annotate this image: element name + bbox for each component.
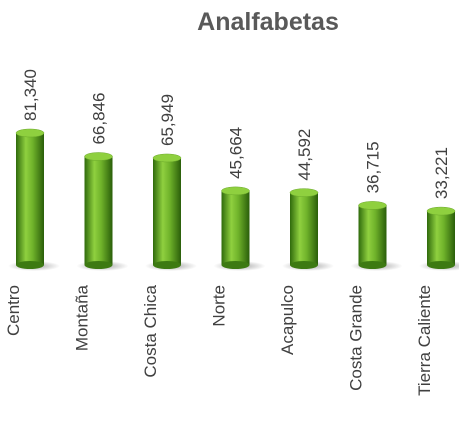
- bar: [84, 156, 113, 265]
- bar: [427, 211, 455, 265]
- value-label: 65,949: [158, 94, 177, 146]
- x-tick-label: Costa Grande: [347, 285, 366, 391]
- bar-base: [16, 261, 44, 269]
- x-tick-label: Acapulco: [278, 285, 297, 355]
- bar-base: [290, 261, 318, 269]
- value-label: 33,221: [432, 147, 451, 199]
- bar-top: [84, 152, 113, 161]
- bar-base: [153, 261, 181, 269]
- value-label: 81,340: [21, 69, 40, 121]
- bar-top: [426, 206, 456, 216]
- value-label: 36,715: [364, 141, 383, 193]
- bar-top: [221, 186, 250, 196]
- value-label: 45,664: [227, 127, 246, 179]
- bar: [290, 192, 318, 265]
- bar-top: [289, 188, 319, 197]
- x-tick-label: Montaña: [73, 284, 92, 351]
- bar: [153, 157, 181, 265]
- bar-base: [427, 261, 455, 269]
- x-tick-label: Norte: [210, 285, 229, 327]
- bar: [358, 205, 387, 265]
- bar-base: [221, 261, 250, 269]
- bar: [16, 133, 44, 265]
- value-label: 44,592: [295, 129, 314, 181]
- value-label: 66,846: [90, 93, 109, 145]
- x-tick-label: Centro: [4, 285, 23, 336]
- chart-title: Analfabetas: [197, 8, 339, 36]
- x-tick-label: Tierra Caliente: [415, 285, 434, 396]
- bar-top: [152, 153, 182, 163]
- bar: [221, 190, 250, 265]
- bar-base: [84, 261, 113, 269]
- bar-base: [358, 261, 387, 269]
- bar-top: [15, 128, 45, 138]
- bar-top: [358, 201, 387, 210]
- x-tick-label: Costa Chica: [141, 284, 160, 377]
